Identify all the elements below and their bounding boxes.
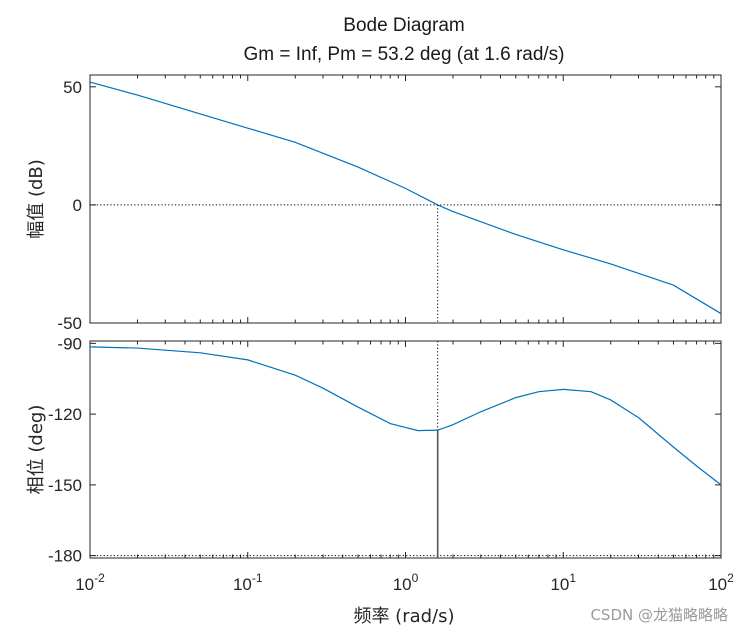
x-tick-exponent: -2 — [94, 571, 105, 585]
magnitude-y-tick-label: 50 — [63, 78, 82, 97]
x-tick-exponent: -1 — [252, 571, 263, 585]
magnitude-panel: 50 0 -50 幅值 (dB) — [26, 74, 722, 333]
magnitude-axes-box — [89, 74, 722, 324]
phase-y-tick-label: -180 — [48, 547, 82, 566]
magnitude-y-tick-label: -50 — [57, 314, 82, 333]
chart-title: Bode Diagram — [343, 15, 464, 36]
x-tick-base: 10 — [233, 575, 252, 594]
x-axis-label: 频率 (rad/s) — [353, 606, 454, 627]
x-tick-base: 10 — [393, 575, 412, 594]
x-tick-base: 10 — [75, 575, 94, 594]
x-tick-label: 10-1 — [233, 571, 263, 594]
phase-y-axis-label: 相位 (deg) — [26, 405, 47, 495]
phase-series-line — [89, 346, 722, 486]
phase-axes-box — [89, 340, 722, 559]
phase-y-tick-label: -120 — [48, 405, 82, 424]
x-tick-label: 101 — [550, 571, 576, 594]
x-tick-exponent: 0 — [412, 571, 419, 585]
x-tick-base: 10 — [708, 575, 727, 594]
phase-y-tick-label: -150 — [48, 476, 82, 495]
x-tick-exponent: 1 — [569, 571, 576, 585]
x-tick-exponent: 2 — [727, 571, 734, 585]
phase-panel: -90 -120 -150 -180 相位 (deg) — [26, 334, 722, 566]
magnitude-y-axis-label: 幅值 (dB) — [26, 159, 47, 239]
x-tick-base: 10 — [550, 575, 569, 594]
watermark: CSDN @龙猫略略略 — [590, 606, 728, 624]
chart-subtitle: Gm = Inf, Pm = 53.2 deg (at 1.6 rad/s) — [243, 44, 564, 65]
x-tick-labels: 10-2 10-1 100 101 102 — [75, 571, 734, 594]
phase-y-tick-label: -90 — [57, 334, 82, 353]
x-tick-label: 100 — [393, 571, 419, 594]
x-tick-label: 102 — [708, 571, 734, 594]
x-tick-label: 10-2 — [75, 571, 105, 594]
magnitude-y-tick-label: 0 — [73, 196, 82, 215]
magnitude-series-line — [89, 81, 722, 315]
